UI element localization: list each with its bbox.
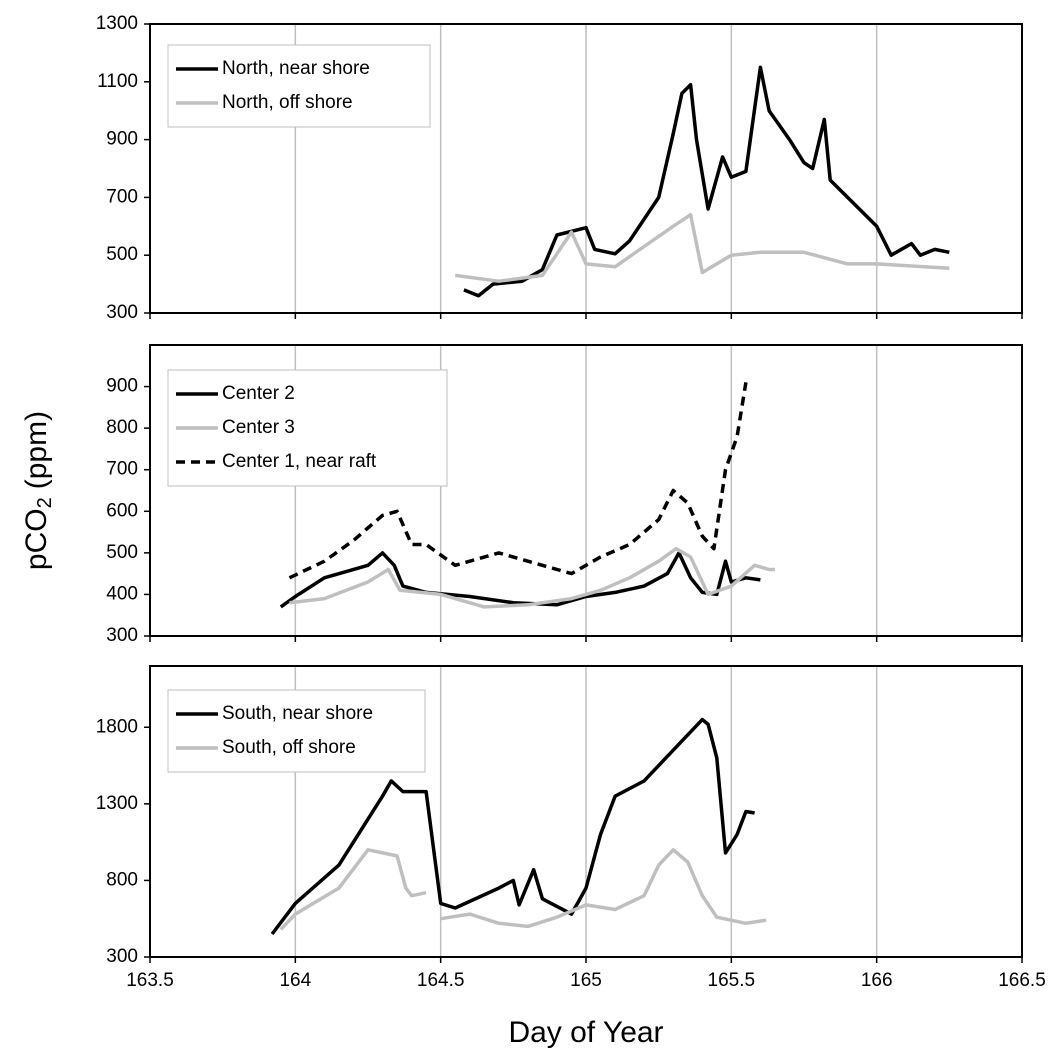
legend-label: Center 1, near raft	[222, 451, 377, 472]
plot-frame	[149, 665, 1023, 958]
data-line	[279, 848, 767, 931]
y-tick-label: 300	[106, 302, 138, 323]
y-tick-label: 1800	[96, 716, 138, 737]
data-line	[289, 546, 775, 609]
y-axis-label: pCO2 (ppm)	[20, 411, 56, 570]
legend-label: South, off shore	[222, 737, 356, 758]
x-tick-label: 163.5	[126, 970, 174, 991]
plot-frame	[149, 23, 1023, 314]
x-tick-label: 166.5	[998, 970, 1046, 991]
y-axis-label-unit: (ppm)	[20, 411, 53, 489]
y-tick-label: 800	[106, 869, 138, 890]
y-tick-label: 700	[106, 186, 138, 207]
x-axis-label: Day of Year	[508, 1016, 663, 1049]
x-tick-label: 166	[861, 970, 893, 991]
legend-box	[167, 689, 426, 773]
y-tick-label: 900	[106, 376, 138, 397]
legend-label: Center 2	[222, 383, 295, 404]
y-axis-label-subscript: 2	[34, 497, 56, 508]
y-tick-label: 300	[106, 946, 138, 967]
legend-label: South, near shore	[222, 703, 373, 724]
y-tick-label: 500	[106, 542, 138, 563]
y-tick-label: 800	[106, 417, 138, 438]
legend-label: North, off shore	[222, 92, 353, 113]
data-line	[270, 717, 755, 936]
y-tick-label: 1300	[96, 13, 138, 34]
data-line	[279, 551, 761, 609]
x-tick-label: 164	[279, 970, 311, 991]
y-tick-label: 700	[106, 459, 138, 480]
x-tick-label: 165.5	[708, 970, 756, 991]
y-tick-label: 1100	[97, 71, 138, 92]
y-tick-label: 400	[106, 583, 138, 604]
data-line	[454, 212, 950, 283]
y-axis-label-main: pCO	[20, 508, 53, 570]
x-tick-label: 165	[570, 970, 602, 991]
y-tick-label: 1300	[96, 793, 138, 814]
legend-label: North, near shore	[222, 58, 370, 79]
data-line	[288, 382, 748, 580]
x-tick-label: 164.5	[417, 970, 465, 991]
data-line	[463, 65, 950, 298]
plot-frame	[149, 344, 1023, 637]
y-tick-label: 900	[106, 129, 138, 150]
legend-box	[167, 44, 431, 128]
y-tick-label: 500	[106, 244, 138, 265]
y-tick-label: 600	[106, 500, 138, 521]
legend-label: Center 3	[222, 417, 295, 438]
y-tick-label: 300	[106, 625, 138, 646]
